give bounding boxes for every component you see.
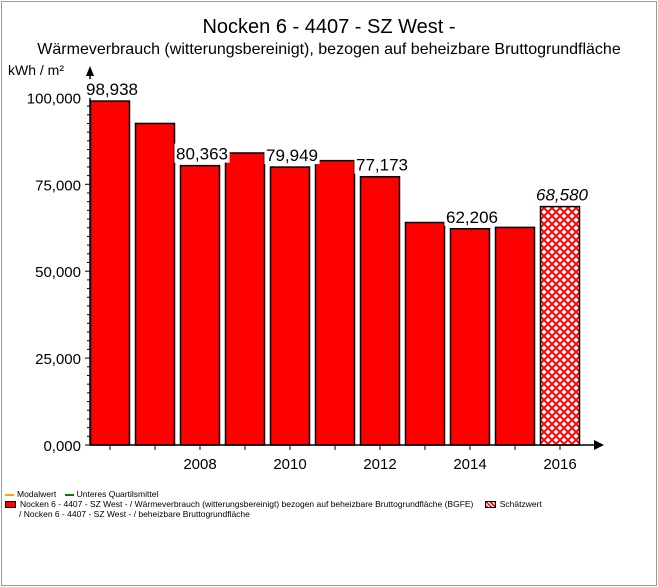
data-label: 62,206 [446, 208, 498, 227]
y-tick-label: 50,000 [35, 264, 81, 281]
legend-series-swatch [5, 501, 16, 509]
x-tick-label: 2008 [183, 456, 216, 473]
data-label: 68,580 [536, 186, 589, 205]
legend-modal: Modalwert Unteres Quartilsmittel [5, 489, 542, 499]
x-tick-label: 2010 [273, 456, 306, 473]
data-label-bg [354, 154, 410, 174]
bar [224, 152, 266, 446]
y-tick-label: 25,000 [35, 351, 81, 368]
legend-estimate-label: Schätzwert [499, 499, 542, 509]
legend-modal-swatch [5, 493, 14, 496]
bar [449, 228, 491, 446]
bar [404, 221, 446, 446]
data-label-bg [444, 206, 500, 226]
y-axis-arrow [86, 66, 94, 76]
legend-modal-label: Modalwert [17, 489, 57, 499]
y-tick-label: 100,000 [27, 90, 81, 107]
data-label: 77,173 [356, 156, 408, 175]
y-axis-label: kWh / m² [8, 62, 64, 78]
y-tick-label: 75,000 [35, 177, 81, 194]
data-label-bg [84, 79, 140, 99]
bar [359, 175, 401, 446]
x-tick-label: 2012 [363, 456, 396, 473]
chart-title: Nocken 6 - 4407 - SZ West - [202, 16, 456, 38]
bar-estimate [539, 205, 581, 446]
data-label-bg [534, 184, 590, 204]
data-label: 80,363 [176, 145, 228, 164]
legend-quartile-label: Unteres Quartilsmittel [76, 489, 159, 499]
x-tick-label: 2016 [543, 456, 576, 473]
legend-quartile-swatch [64, 493, 74, 496]
legend-series: Nocken 6 - 4407 - SZ West - / Wärmeverbr… [5, 499, 542, 509]
bar [494, 226, 536, 446]
bar [179, 164, 221, 446]
bar [89, 100, 131, 446]
legend-series-label-2: / Nocken 6 - 4407 - SZ West - / beheizba… [19, 509, 250, 519]
data-label: 79,949 [266, 146, 318, 165]
bar [134, 122, 176, 446]
x-tick-label: 2014 [453, 456, 486, 473]
legend-estimate-swatch [484, 501, 496, 509]
legend-series-label: Nocken 6 - 4407 - SZ West - / Wärmeverbr… [20, 499, 474, 509]
bar [269, 166, 311, 446]
data-label-bg [264, 145, 320, 165]
data-label-bg [174, 143, 230, 163]
bar [314, 159, 356, 446]
y-tick-label: 0,000 [43, 438, 81, 455]
x-axis-arrow [594, 440, 604, 450]
legend-series-line2: / Nocken 6 - 4407 - SZ West - / beheizba… [5, 509, 542, 519]
data-label: 98,938 [86, 80, 138, 99]
legend: Modalwert Unteres Quartilsmittel Nocken … [5, 489, 542, 519]
chart-subtitle: Wärmeverbrauch (witterungsbereinigt), be… [37, 41, 621, 58]
